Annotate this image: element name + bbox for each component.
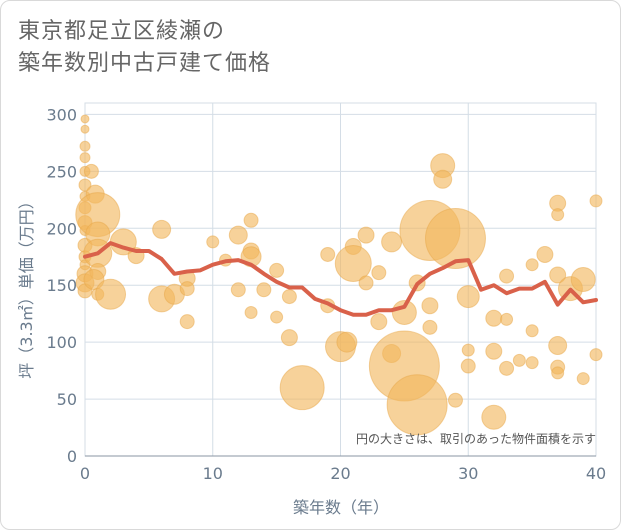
trend-line-series [83,241,598,317]
y-tick-label: 0 [67,447,77,466]
y-tick-label: 100 [46,333,77,352]
data-bubble [525,258,539,272]
data-bubble [424,208,486,270]
y-tick-label: 250 [46,162,77,181]
data-bubble [461,343,475,357]
data-bubble [481,404,507,430]
data-bubble [549,266,567,284]
data-bubble [485,342,503,360]
data-bubble [280,329,298,347]
data-bubble [357,226,375,244]
x-tick-label: 30 [458,464,478,483]
data-bubble [525,324,539,338]
data-bubble [320,246,336,262]
data-bubble [80,114,90,124]
data-bubble [281,289,297,305]
chart-title-line1: 東京都足立区綾瀬の [18,19,226,44]
x-tick-label: 40 [586,464,606,483]
data-bubble [499,360,515,376]
y-tick-label: 300 [46,105,77,124]
data-bubble [371,265,387,281]
data-bubble [551,208,565,222]
data-bubble [381,231,403,253]
data-bubble [421,297,439,315]
data-bubble [79,140,91,152]
y-tick-label: 200 [46,219,77,238]
data-bubble [525,356,539,370]
data-bubble [279,365,325,411]
average-price-line [83,241,598,317]
y-axis-title: 坪（3.3㎡）単価（万円） [17,193,36,378]
data-bubble [370,313,388,331]
data-bubble [422,319,438,335]
chart-title-line2: 築年数別中古戸建て価格 [18,51,272,76]
data-bubble [589,194,603,208]
data-bubble [386,374,448,436]
data-bubble [95,278,127,310]
data-bubble [485,309,503,327]
data-bubble [206,235,220,249]
data-bubble [230,282,246,298]
x-tick-label: 20 [330,464,350,483]
y-tick-label: 50 [57,390,77,409]
data-bubble [358,275,374,291]
x-tick-label: 10 [203,464,223,483]
data-bubble [589,348,603,362]
data-bubble [334,245,372,283]
data-bubble [336,331,358,353]
data-bubble [179,314,195,330]
data-bubble [179,281,195,297]
data-bubble [570,267,596,292]
data-bubble [460,358,476,374]
data-bubble [152,219,172,239]
data-bubble [576,372,590,386]
data-bubble [243,212,259,228]
axes: 0 50 100 150 200 250 300 0 10 20 30 40 [46,105,606,483]
data-bubble [456,285,480,309]
y-tick-label: 150 [46,276,77,295]
chart-title: 東京都足立区綾瀬の 築年数別中古戸建て価格 [18,16,271,80]
data-bubble [80,124,90,134]
data-bubble [447,392,463,408]
x-tick-label: 0 [80,464,90,483]
data-bubble [548,336,568,356]
data-bubble [244,306,258,320]
x-axis-title: 築年数（年） [293,498,389,517]
data-bubble [500,312,514,326]
bubble-series [75,114,603,436]
gridlines [84,102,597,457]
data-bubble [79,152,91,164]
data-bubble [499,268,515,284]
data-bubble [551,366,565,380]
data-bubble [256,282,272,298]
data-bubble [83,163,99,179]
bubble-size-note: 円の大きさは、取引のあった物件面積を示す [356,431,596,446]
data-bubble [536,245,554,263]
data-bubble [512,353,526,367]
data-bubble [433,169,453,189]
data-bubble [270,310,284,324]
data-bubble [269,262,285,278]
data-bubble [228,225,248,245]
